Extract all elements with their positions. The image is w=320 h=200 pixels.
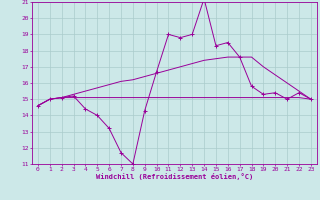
X-axis label: Windchill (Refroidissement éolien,°C): Windchill (Refroidissement éolien,°C) xyxy=(96,173,253,180)
